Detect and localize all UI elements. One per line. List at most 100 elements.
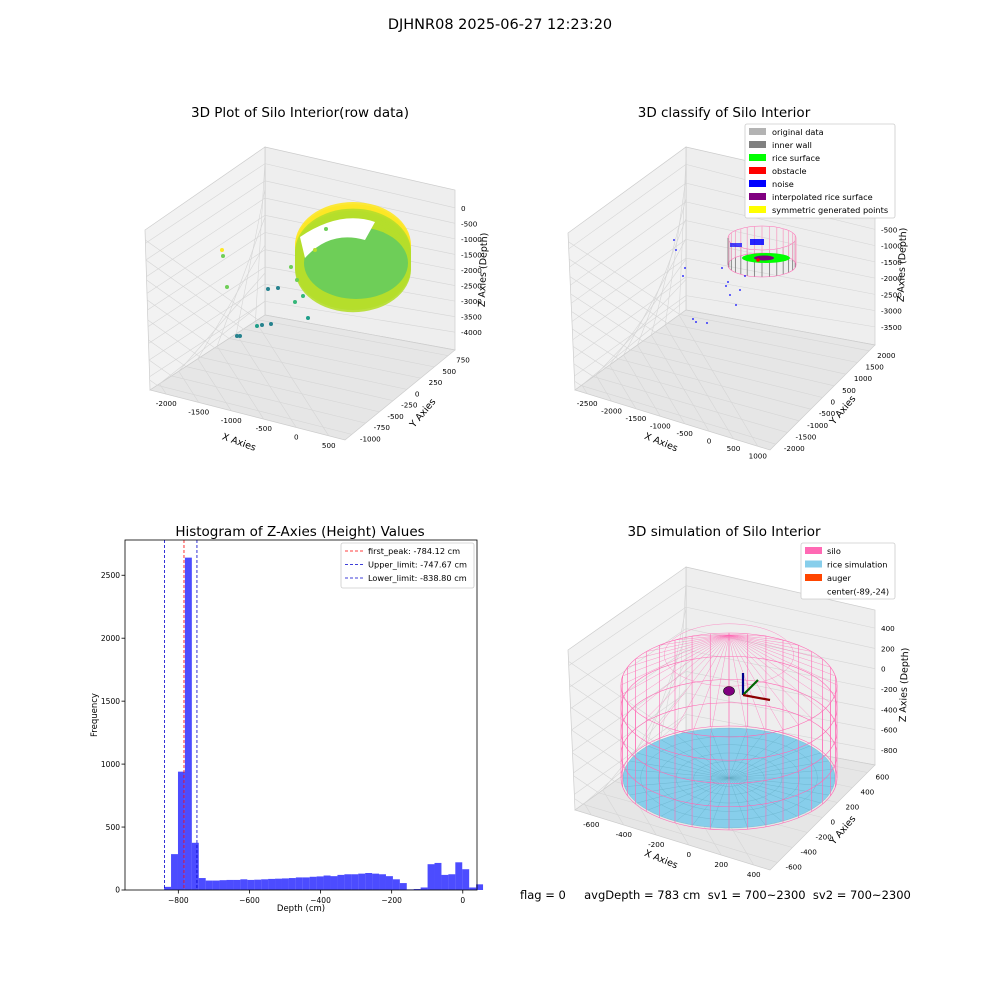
y-tick-label: 2000 xyxy=(101,634,120,643)
legend-label: obstacle xyxy=(772,166,807,176)
gridline xyxy=(145,239,258,320)
gridline xyxy=(149,379,158,386)
histogram-bar xyxy=(344,874,352,890)
gridline xyxy=(569,276,656,333)
histogram-bar xyxy=(281,878,289,890)
gridline xyxy=(216,216,266,347)
silo-roof-line xyxy=(627,634,730,668)
z-tick-label: -1500 xyxy=(881,258,902,267)
x-tick-label: -2000 xyxy=(601,406,622,415)
noise-point xyxy=(727,281,729,283)
silo-roof-line xyxy=(728,634,823,712)
gridline xyxy=(569,684,663,748)
silo-ring xyxy=(620,702,838,808)
histogram-bar xyxy=(171,854,178,890)
gridline xyxy=(573,363,594,377)
histogram-x-axis-label: Depth (cm) xyxy=(277,904,325,914)
silo-roof-line xyxy=(728,634,799,646)
legend-label: symmetric generated points xyxy=(772,205,888,215)
surface-mesh-spoke xyxy=(637,752,730,779)
histogram-bar xyxy=(177,771,185,890)
gridline xyxy=(197,358,232,411)
gridline xyxy=(568,585,687,666)
z-tick-label: 200 xyxy=(881,644,895,653)
legend-label: center(-89,-24) xyxy=(827,587,889,597)
raw-pane-floor xyxy=(149,314,456,441)
gridline xyxy=(637,218,687,346)
surface-mesh-spoke xyxy=(728,777,783,822)
gridline xyxy=(146,197,266,277)
histogram-bar xyxy=(455,862,463,890)
histogram-bar xyxy=(392,879,400,890)
z-tick-label: 0 xyxy=(881,665,886,674)
gridline xyxy=(685,692,876,730)
histogram-bar xyxy=(462,869,470,890)
silo-roof-line xyxy=(674,634,730,731)
silo-roof-line xyxy=(622,634,730,695)
gridline xyxy=(573,692,687,774)
legend-swatch xyxy=(749,154,766,161)
x-tick-label: -500 xyxy=(256,424,273,433)
silo-roof-line xyxy=(635,634,730,660)
gridline xyxy=(159,383,167,395)
silo-roof-line xyxy=(728,634,812,719)
gridline xyxy=(178,371,200,403)
raw-point-cloud xyxy=(220,202,411,338)
y-tick-label: -2000 xyxy=(784,444,805,453)
gridline xyxy=(685,201,876,246)
surface-mesh-spoke xyxy=(728,734,783,779)
y-tick-label: -750 xyxy=(374,423,391,432)
gridline xyxy=(685,220,876,263)
x-tick-label: 500 xyxy=(727,444,741,453)
legend-label: auger xyxy=(827,573,851,583)
gridline xyxy=(593,376,788,433)
gridline xyxy=(664,177,687,326)
gridline xyxy=(685,276,876,311)
histogram-bar xyxy=(420,887,428,890)
histogram-legend: first_peak: -784.12 cm Upper_limit: -747.… xyxy=(340,542,475,589)
y-tick-label: 0 xyxy=(415,389,420,398)
outlier-point xyxy=(276,286,280,290)
histogram-bar xyxy=(212,880,220,890)
surface-mesh-spoke xyxy=(647,745,730,779)
histogram-bar xyxy=(323,875,331,890)
gridline xyxy=(573,276,687,359)
y-tick-label: -500 xyxy=(819,409,836,418)
raw-z-axis-label: Z Axies (Depth) xyxy=(477,233,491,308)
y-tick-label: -200 xyxy=(816,833,833,842)
histogram-bar xyxy=(358,873,366,890)
noise-point xyxy=(721,267,723,269)
histogram-bar xyxy=(164,886,172,890)
x-tick-label: −400 xyxy=(310,896,331,905)
y-tick-label: 1500 xyxy=(101,697,120,706)
histogram-title: Histogram of Z-Axies (Height) Values xyxy=(175,524,424,540)
y-tick-label: -250 xyxy=(401,401,418,410)
classified-z-axis-label: Z Axies (Depth) xyxy=(896,228,910,303)
surface-mesh-spoke xyxy=(728,728,748,779)
silo-roof-line xyxy=(728,634,831,668)
gridline xyxy=(618,358,811,410)
gridline xyxy=(569,606,687,688)
depth-histogram: Histogram of Z-Axies (Height) Values −80… xyxy=(90,524,484,914)
z-tick-label: -4000 xyxy=(461,328,482,337)
gridline xyxy=(679,314,870,352)
noise-point xyxy=(744,275,746,277)
gridline xyxy=(148,266,266,344)
gridline xyxy=(171,375,366,424)
histogram-bar xyxy=(372,873,380,890)
silo-roof-line xyxy=(728,634,836,677)
silo-roof-line xyxy=(728,634,823,660)
silo-roof-line xyxy=(674,634,730,641)
legend-swatch xyxy=(749,206,766,213)
x-tick-label: -1500 xyxy=(625,414,646,423)
classified-legend: original data inner wall rice surface obsta… xyxy=(744,123,896,219)
histogram-x-ticks: −800 −600 −400 −200 0 xyxy=(168,890,465,905)
silo-ring xyxy=(620,632,838,738)
noise-cluster xyxy=(730,243,742,247)
surface-mesh-spoke xyxy=(728,777,798,817)
gridline xyxy=(569,182,687,268)
gridline xyxy=(572,346,606,369)
z-tick-label: -3000 xyxy=(461,297,482,306)
y-tick-label: 750 xyxy=(456,356,470,365)
x-tick-label: -1000 xyxy=(221,416,242,425)
